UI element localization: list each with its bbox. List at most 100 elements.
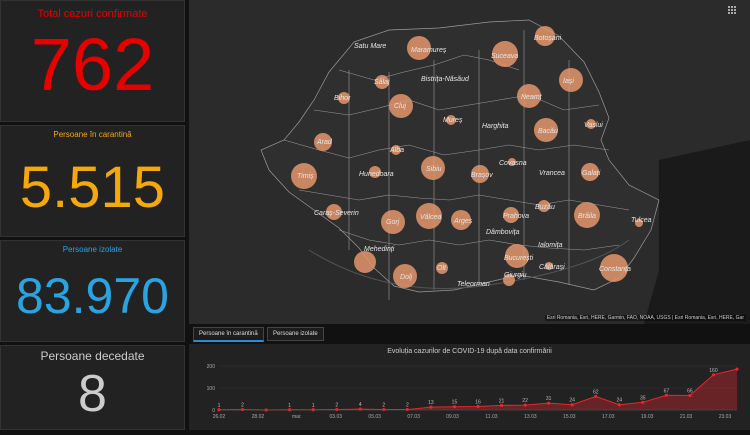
bubble-maramures[interactable] [407,36,431,60]
data-point[interactable] [664,393,668,397]
bubble-mures[interactable] [446,115,456,125]
city-label: Neamț [521,94,543,101]
data-point[interactable] [240,407,245,412]
deceased-value: 8 [78,365,107,423]
data-label: 21 [499,398,505,404]
confirmed-panel: Total cazuri confirmate 762 [0,0,185,122]
bubble-giurgiu[interactable] [503,274,515,286]
romania-outline [260,19,660,293]
city-label: Brașov [471,172,493,179]
city-label: Vrancea [539,170,565,177]
bubble-constanta[interactable] [600,254,628,282]
bubble-dolj[interactable] [393,264,417,288]
bubble-calarasi[interactable] [545,262,553,270]
tab-quarantine[interactable]: Persoane în carantină [193,327,264,342]
grid-icon[interactable] [728,6,736,14]
data-label: 4 [359,402,362,408]
y-tick-label: 0 [212,408,215,414]
bubble-gorj[interactable] [381,210,405,234]
x-tick-label: 17.03 [602,414,615,420]
city-label: Timiș [297,173,314,180]
city-label: Olt [437,265,447,272]
bubble-suceava[interactable] [492,41,518,67]
city-label: Caraș-Severin [314,210,359,217]
data-point[interactable] [711,373,716,377]
data-label: 66 [687,388,693,394]
bubble-cluj[interactable] [389,94,413,118]
bubble-galati[interactable] [581,163,599,181]
bubble-hunedoara[interactable] [369,166,381,178]
data-label: 15 [452,400,458,406]
bubble-vaslui[interactable] [586,119,596,129]
city-label: Iași [563,78,574,85]
chart-title: Evoluția cazurilor de COVID-19 după data… [387,348,552,355]
bubble-salaj[interactable] [375,75,389,89]
bubble-prahova[interactable] [503,207,519,223]
map-svg[interactable]: Satu Mare Maramureș Suceava Botoșani Săl… [189,0,750,324]
city-label: Bacău [538,128,558,135]
bubble-mehedinti[interactable] [354,251,376,273]
bubble-sibiu[interactable] [421,156,445,180]
bubble-bacau[interactable] [534,118,558,142]
bubble-arad[interactable] [314,133,332,151]
data-point[interactable] [429,405,433,409]
bubble-botosani[interactable] [535,26,555,46]
bubble-alba[interactable] [391,145,401,155]
bubble-buzau[interactable] [538,200,550,212]
bubble-caras[interactable] [326,204,342,220]
data-point[interactable] [523,403,527,407]
map-view[interactable]: Satu Mare Maramureș Suceava Botoșani Săl… [189,0,750,324]
data-point[interactable] [452,405,457,409]
confirmed-value: 762 [30,23,155,106]
city-label: Constanța [599,266,631,273]
city-label: Dâmbovița [486,229,520,236]
city-label: Vâlcea [420,214,442,221]
data-point[interactable] [405,407,409,412]
black-sea [644,140,750,324]
x-tick-label: 03.03 [330,414,343,420]
bubble-neamt[interactable] [517,84,541,108]
data-point[interactable] [499,403,504,407]
data-point[interactable] [335,407,339,412]
data-point[interactable] [570,403,574,407]
x-tick-label: 23.03 [719,414,732,420]
data-point[interactable] [735,367,739,371]
data-point[interactable] [594,394,598,398]
deceased-panel: Persoane decedate 8 [0,345,185,430]
city-label: Giurgiu [504,272,527,279]
data-point[interactable] [476,404,480,409]
data-label: 35 [640,395,646,401]
bubble-bucuresti[interactable] [505,244,529,268]
data-label: 67 [664,388,670,394]
city-label: Alba [389,147,404,154]
city-label: Galați [582,170,601,177]
x-tick-label: 21.03 [680,414,693,420]
x-tick-label: 26.02 [213,414,226,420]
data-point[interactable] [617,403,621,407]
data-point[interactable] [641,400,645,404]
bubble-valcea[interactable] [416,203,442,229]
bubble-tulcea[interactable] [635,219,643,227]
map-attribution: Esri Romania, Esri, HERE, Garmin, FAO, N… [544,315,746,321]
bubble-braila[interactable] [574,202,600,228]
bubble-arges[interactable] [451,210,471,230]
bubble-brasov[interactable] [471,165,489,183]
data-point[interactable] [547,401,551,405]
x-tick-label: 05.03 [368,414,381,420]
data-point[interactable] [688,393,692,398]
quarantine-label: Persoane în carantină [53,130,132,139]
data-label: 2 [335,403,338,409]
bubble-iasi[interactable] [559,68,583,92]
deceased-label: Persoane decedate [40,349,145,363]
data-point[interactable] [382,407,386,412]
bubble-bihor[interactable] [338,92,350,104]
bubble-timis[interactable] [291,163,317,189]
bubble-olt[interactable] [436,262,448,274]
city-label: Mureș [443,117,463,124]
tab-isolated[interactable]: Persoane izolate [267,327,324,341]
city-label: Sălaj [374,79,390,86]
city-label: Călărași [539,264,565,271]
bubble-covasna[interactable] [508,158,516,166]
city-labels: Satu Mare Maramureș Suceava Botoșani Săl… [297,35,652,288]
data-label: 13 [428,400,434,406]
